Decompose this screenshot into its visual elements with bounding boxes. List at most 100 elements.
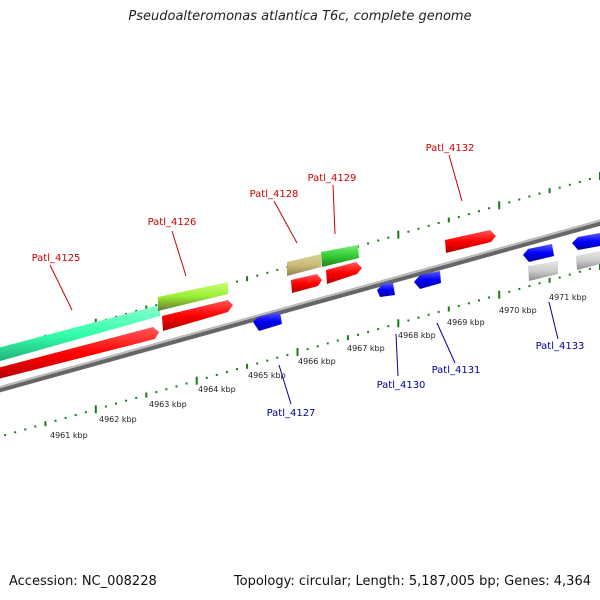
reverse-features xyxy=(253,233,600,331)
kbp-tick-label: 4961 kbp xyxy=(50,431,88,440)
gene-label-forward[interactable]: Patl_4129 xyxy=(308,173,357,184)
ruler-tick xyxy=(488,296,491,299)
ruler-tick xyxy=(457,216,460,219)
ruler-tick xyxy=(34,425,37,428)
reverse-gene-arrow xyxy=(414,271,441,289)
ruler-tick xyxy=(94,405,97,414)
ruler-tick xyxy=(437,221,440,224)
ruler-tick xyxy=(518,198,521,201)
feature-teal xyxy=(0,305,160,362)
ruler-tick xyxy=(316,345,319,348)
kbp-tick-label: 4968 kbp xyxy=(398,331,436,340)
ruler-tick xyxy=(417,227,420,230)
ruler-tick xyxy=(407,230,410,233)
feature-grey xyxy=(528,261,558,281)
ruler-tick xyxy=(518,287,521,290)
feature-grey xyxy=(576,251,600,270)
ruler-tick xyxy=(135,309,138,312)
ruler-tick xyxy=(478,299,480,302)
ruler-tick xyxy=(306,348,309,351)
ruler-tick xyxy=(286,353,289,356)
ruler-tick xyxy=(357,333,359,336)
ruler-tick xyxy=(104,405,107,408)
ruler-tick xyxy=(538,192,541,195)
gene-label-forward[interactable]: Patl_4126 xyxy=(148,217,197,228)
feature-lime xyxy=(158,282,228,311)
cds-arrow xyxy=(326,262,362,284)
ruler-tick xyxy=(467,302,470,305)
ruler-tick xyxy=(447,306,450,312)
kbp-tick-label: 4969 kbp xyxy=(447,318,485,327)
forward-features xyxy=(0,230,496,379)
gene-label-reverse[interactable]: Patl_4131 xyxy=(432,365,481,376)
ruler-tick xyxy=(457,305,460,308)
ruler-tick xyxy=(135,396,138,399)
ruler-tick xyxy=(266,271,269,274)
ruler-tick xyxy=(256,362,259,365)
ruler-tick xyxy=(387,236,390,239)
genome-backbone-highlight xyxy=(0,219,600,389)
genome-backbone xyxy=(0,219,600,393)
gene-label-reverse[interactable]: Patl_4133 xyxy=(536,341,585,352)
ruler-tick xyxy=(155,304,158,307)
ruler-tick xyxy=(165,388,168,391)
gene-label-reverse[interactable]: Patl_4130 xyxy=(377,380,426,391)
gene-label-forward[interactable]: Patl_4125 xyxy=(32,253,81,264)
ruler-tick xyxy=(276,356,279,359)
ruler-tick xyxy=(508,290,511,293)
ruler-tick xyxy=(4,434,7,437)
gene-label-reverse[interactable]: Patl_4127 xyxy=(267,408,316,419)
ruler-tick xyxy=(548,188,551,194)
kbp-tick-label: 4965 kbp xyxy=(248,371,286,380)
ruler-tick xyxy=(74,414,77,417)
ruler-tick xyxy=(397,319,400,328)
kbp-tick-label: 4962 kbp xyxy=(99,415,137,424)
ruler-tick xyxy=(488,207,491,210)
ruler-tick xyxy=(588,177,591,180)
ruler-tick xyxy=(236,280,238,283)
ruler-tick xyxy=(498,290,501,299)
reverse-gene-arrow xyxy=(253,312,282,331)
ruler-tick xyxy=(256,274,259,277)
accession-label: Accession: NC_008228 xyxy=(9,574,157,589)
ruler-tick xyxy=(115,402,117,405)
gene-label-forward[interactable]: Patl_4128 xyxy=(250,189,299,200)
ruler-tick xyxy=(246,363,249,369)
topology-label: Topology: circular; Length: 5,187,005 bp… xyxy=(233,574,591,589)
gene-label-forward[interactable]: Patl_4132 xyxy=(426,143,475,154)
ruler-tick xyxy=(125,399,128,402)
ruler-tick xyxy=(548,277,551,283)
ruler-tick xyxy=(205,376,208,379)
ruler-tick xyxy=(558,276,561,279)
ruler-tick xyxy=(64,416,67,419)
ruler-tick xyxy=(175,385,178,388)
ruler-tick xyxy=(377,328,380,331)
ruler-tick xyxy=(568,183,571,186)
ruler-tick xyxy=(437,310,440,313)
ruler-tick xyxy=(346,335,349,341)
ruler-tick xyxy=(478,210,480,213)
cds-arrow xyxy=(0,327,159,379)
ruler-tick xyxy=(145,305,148,311)
ruler-tick xyxy=(467,213,470,216)
reverse-gene-arrow xyxy=(523,244,554,262)
ruler-tick xyxy=(44,421,47,427)
ruler-tick xyxy=(266,359,269,362)
kbp-tick-label: 4970 kbp xyxy=(499,306,537,315)
map-title: Pseudoalteromonas atlantica T6c, complet… xyxy=(128,9,472,24)
ruler-tick xyxy=(236,368,238,371)
kbp-tick-label: 4966 kbp xyxy=(298,357,336,366)
ruler-tick xyxy=(397,230,400,239)
kbp-tick-label: 4967 kbp xyxy=(347,344,385,353)
ruler-tick xyxy=(588,267,591,270)
kbp-tick-label: 4964 kbp xyxy=(198,385,236,394)
ruler-tick xyxy=(326,342,329,345)
cds-arrow xyxy=(291,274,322,293)
ruler-tick xyxy=(417,316,420,319)
ruler-tick xyxy=(54,419,57,422)
feature-khaki xyxy=(287,254,321,276)
ruler-tick xyxy=(508,201,511,204)
ruler-tick xyxy=(447,217,450,223)
